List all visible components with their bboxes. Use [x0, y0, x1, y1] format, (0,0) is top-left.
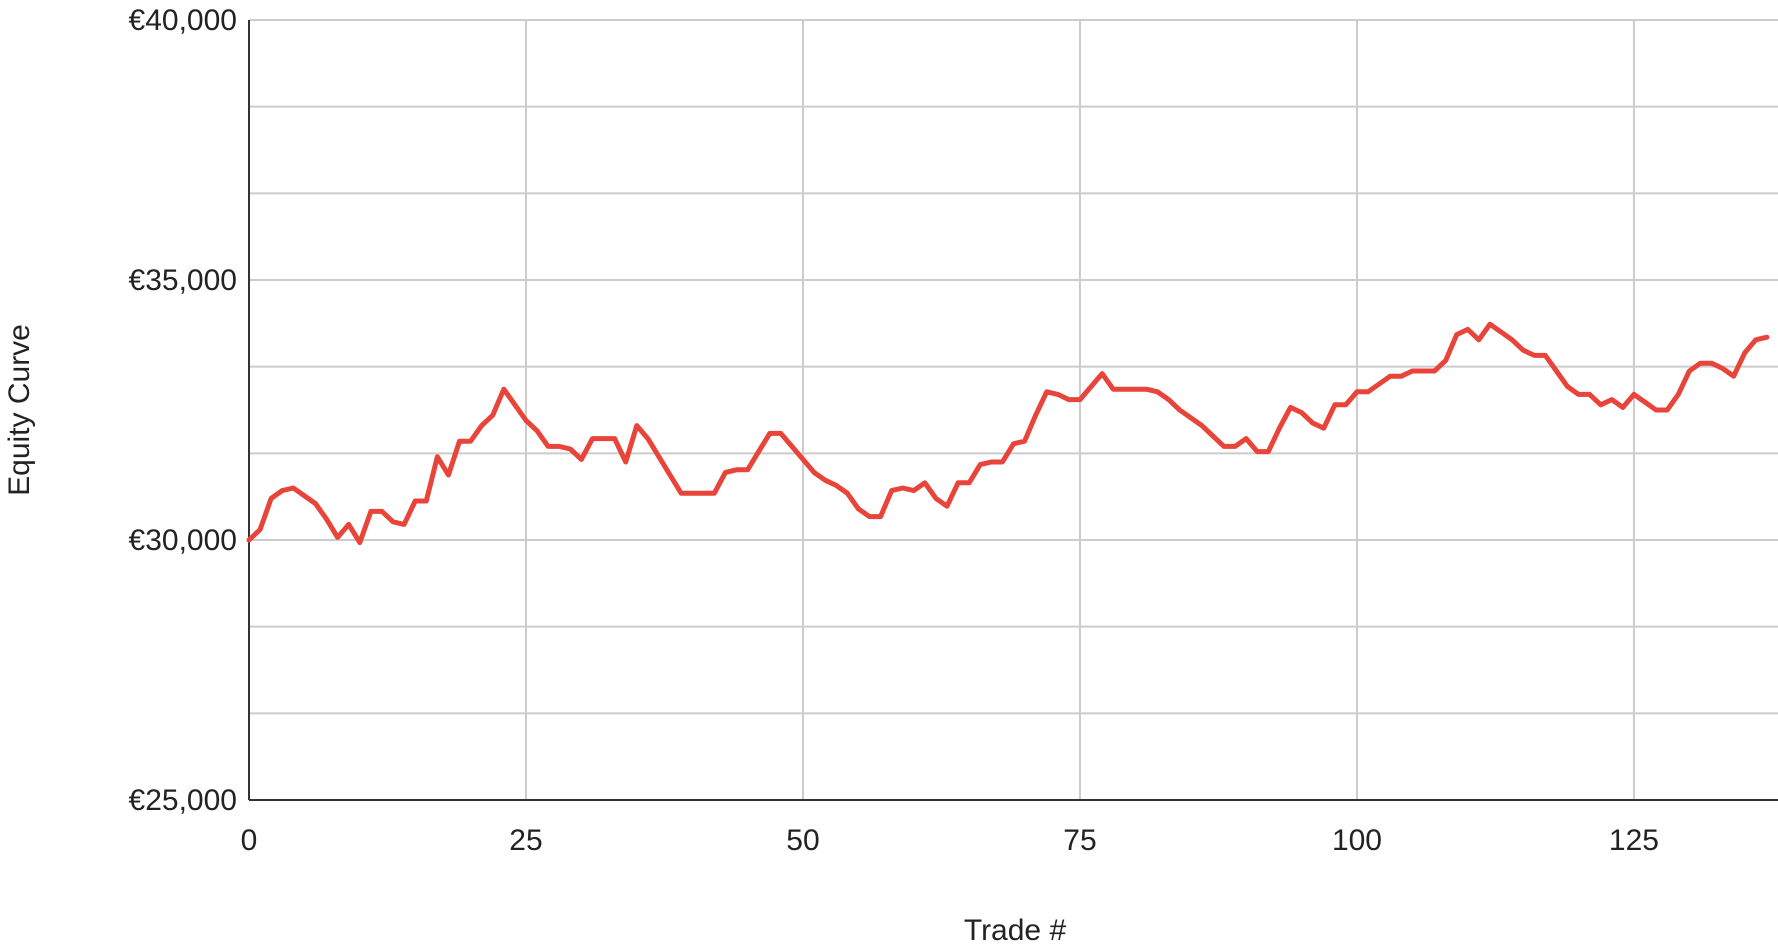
axes [249, 20, 1778, 800]
series-layer [249, 324, 1767, 542]
y-tick-label: €25,000 [129, 784, 237, 817]
y-tick-label: €35,000 [129, 264, 237, 297]
x-tick-label: 0 [241, 824, 258, 857]
tick-labels: €25,000 €30,000 €35,000 €40,000 0 25 50 75 100 12… [129, 4, 1659, 857]
x-tick-label: 25 [509, 824, 542, 857]
y-tick-label: €40,000 [129, 4, 237, 37]
y-tick-label: €30,000 [129, 524, 237, 557]
x-axis-title: Trade # [964, 914, 1067, 947]
grid-lines [249, 20, 1778, 800]
equity-curve-line [249, 324, 1767, 542]
x-tick-label: 125 [1609, 824, 1659, 857]
y-axis-title: Equity Curve [3, 324, 36, 496]
x-tick-label: 50 [786, 824, 819, 857]
x-tick-label: 75 [1063, 824, 1096, 857]
x-tick-label: 100 [1332, 824, 1382, 857]
